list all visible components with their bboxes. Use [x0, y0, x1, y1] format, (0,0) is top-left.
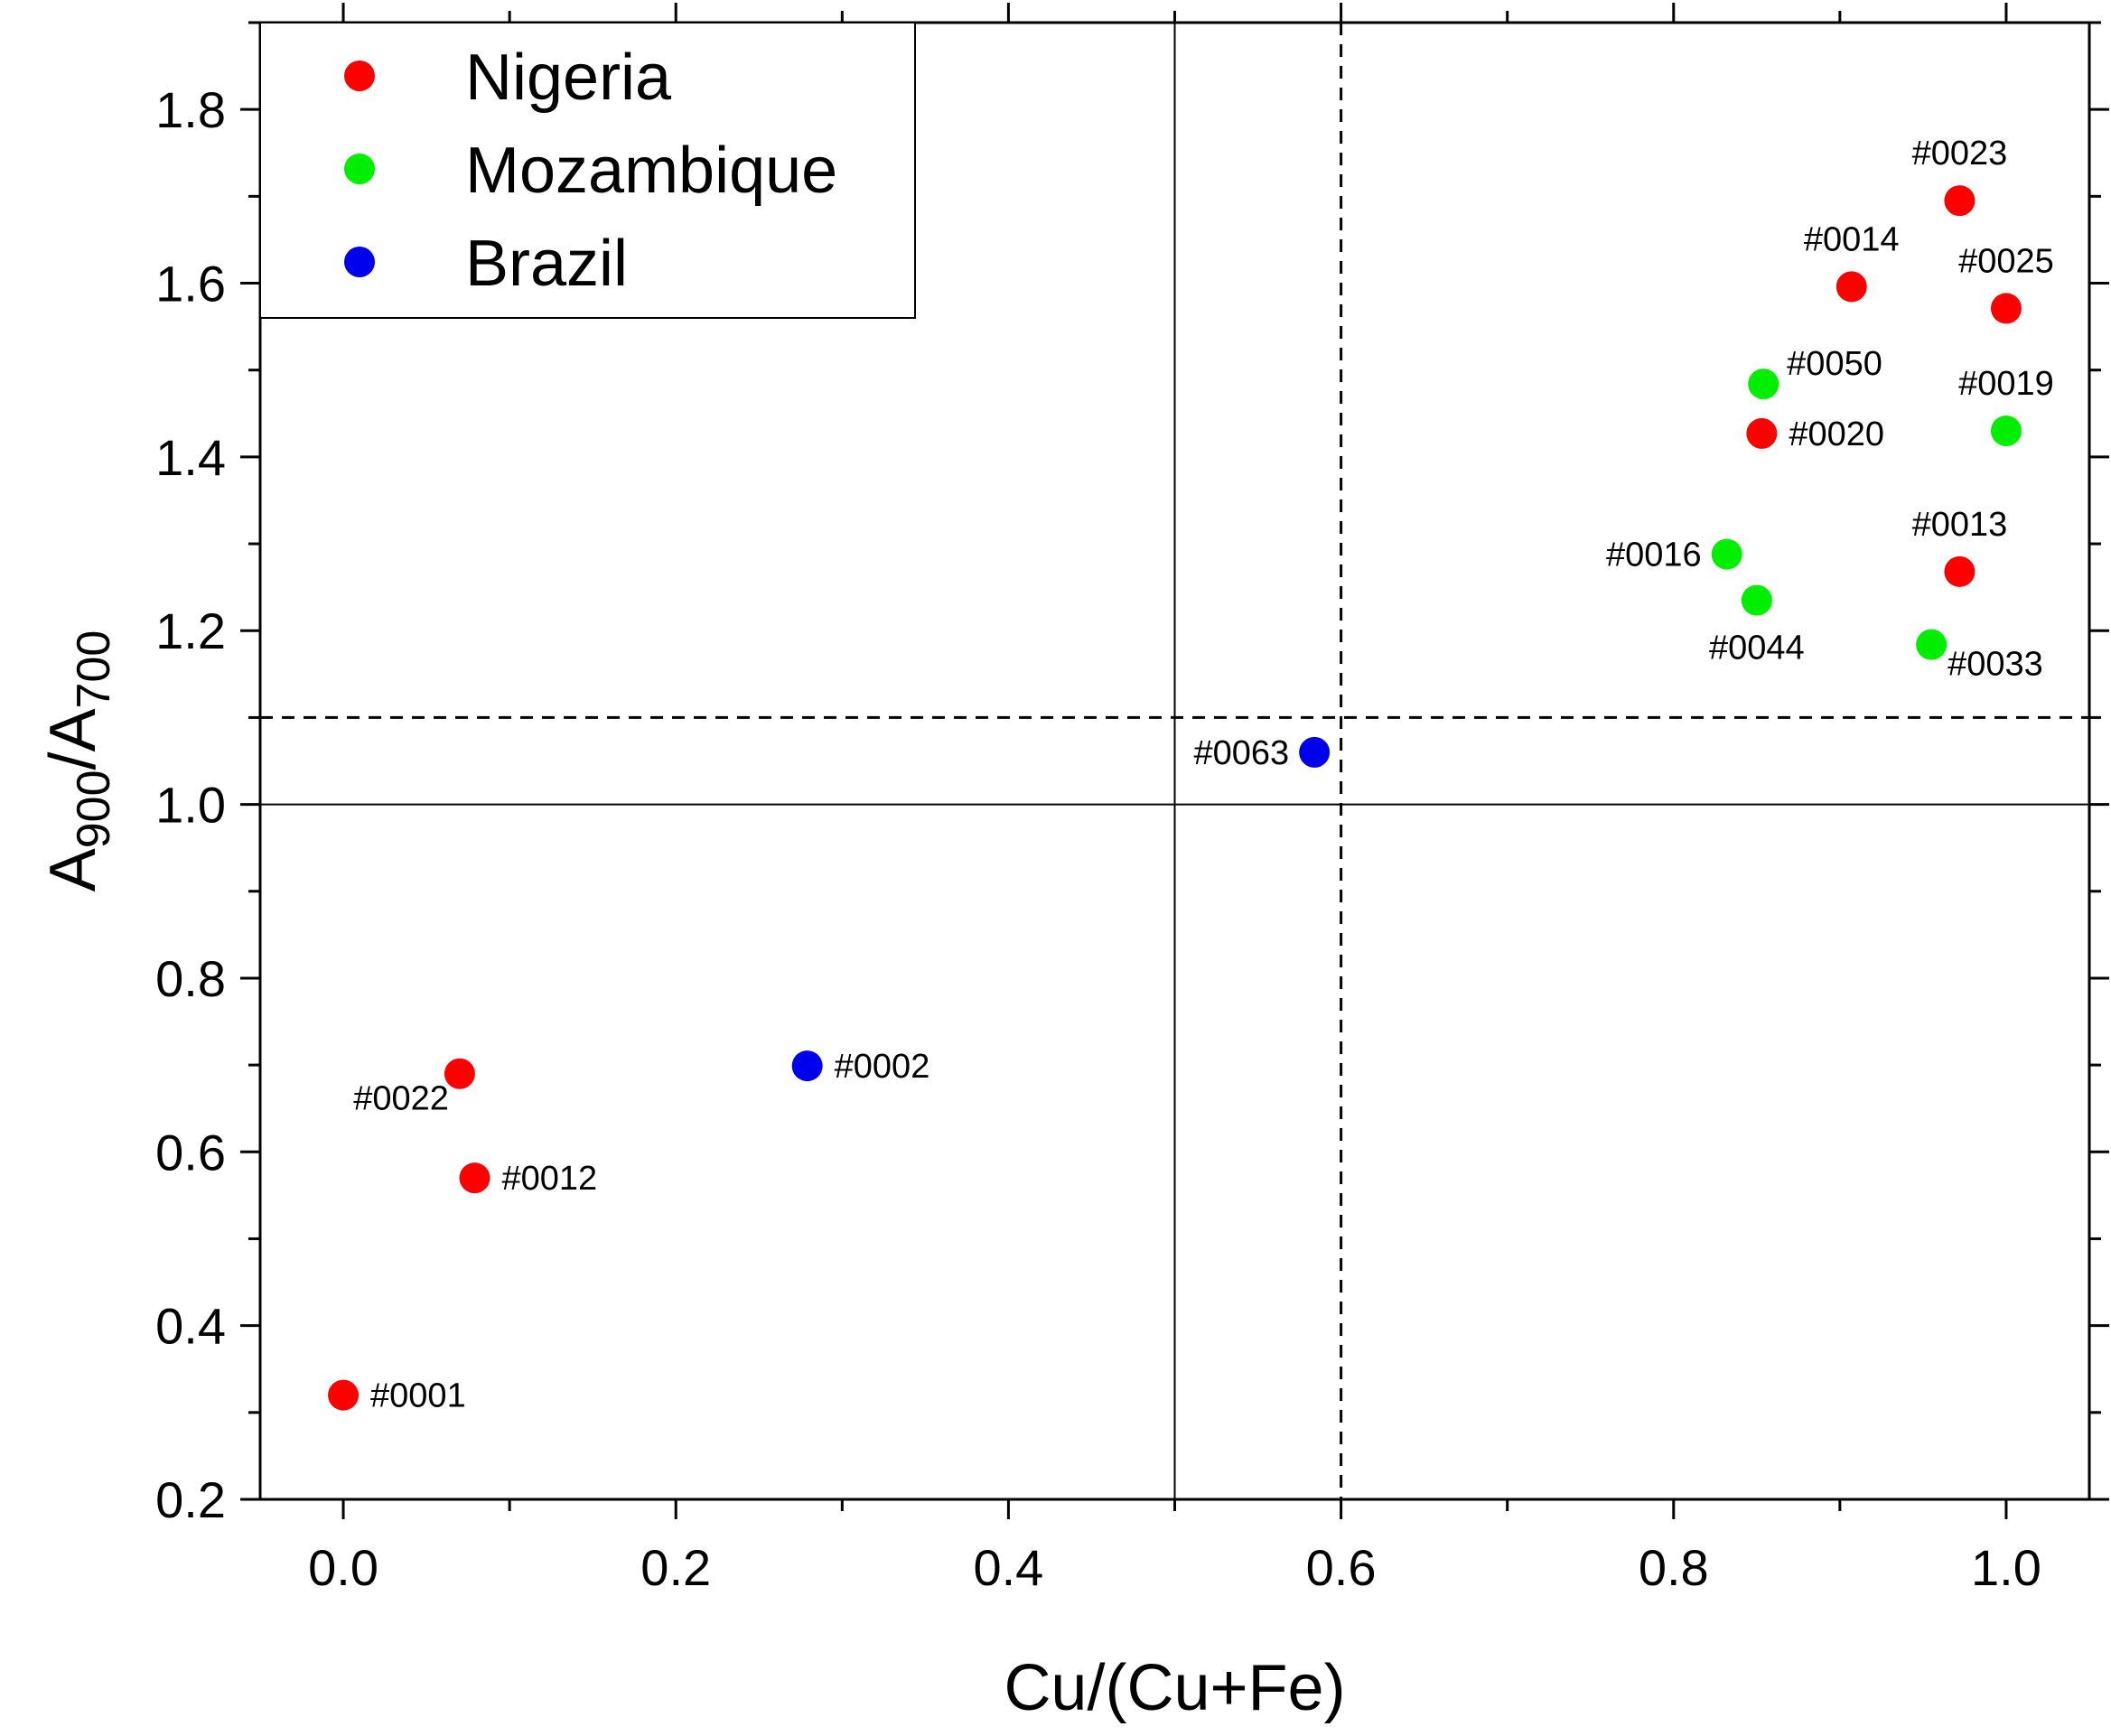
point-label: #0033 [1948, 646, 2043, 684]
legend-marker-nigeria [344, 61, 375, 91]
y-tick-label: 1.0 [155, 777, 226, 834]
data-point-nigeria [1746, 417, 1778, 449]
x-tick-label: 1.0 [1971, 1539, 2041, 1596]
x-axis-title: Cu/(Cu+Fe) [1004, 1652, 1345, 1724]
x-tick-label: 0.8 [1639, 1539, 1709, 1596]
point-label: #0016 [1606, 537, 1702, 574]
data-point-mozambique [1711, 538, 1742, 570]
point-label: #0001 [370, 1377, 466, 1415]
axes: 0.0 0.2 0.4 0.6 0.8 1.0 0.2 0.4 0.6 0.8 1.0 1.2 1.4 1… [155, 3, 2109, 1596]
legend-label-nigeria: Nigeria [465, 42, 672, 114]
data-point-mozambique [1916, 629, 1948, 660]
x-tick-label: 0.4 [973, 1539, 1043, 1596]
point-label: #0020 [1789, 415, 1884, 453]
data-point-nigeria [1990, 293, 2022, 324]
y-tick-label: 0.8 [155, 950, 226, 1007]
point-label: #0044 [1709, 630, 1805, 667]
data-point-nigeria [1835, 271, 1867, 303]
point-label: #0002 [835, 1048, 930, 1086]
point-label: #0063 [1193, 734, 1289, 772]
y-tick-label: 1.2 [155, 602, 226, 659]
data-point-nigeria [444, 1058, 475, 1089]
point-label: #0025 [1958, 242, 2054, 280]
y-tick-label: 0.2 [155, 1471, 226, 1528]
x-tick-label: 0.0 [308, 1539, 378, 1596]
reference-lines [260, 23, 2089, 1499]
data-point-nigeria [328, 1379, 360, 1411]
legend-label-brazil: Brazil [465, 228, 628, 300]
y-axis-title: A900/A700 [37, 630, 120, 892]
y-axis-title-part: /A [37, 708, 109, 770]
legend: Nigeria Mozambique Brazil [259, 22, 916, 319]
data-point-mozambique [1990, 415, 2022, 447]
data-point-nigeria [1944, 185, 1976, 217]
x-tick-label: 0.2 [640, 1539, 711, 1596]
data-point-mozambique [1741, 584, 1772, 616]
x-tick-label: 0.6 [1306, 1539, 1377, 1596]
data-point-brazil [791, 1050, 823, 1082]
legend-marker-mozambique [344, 154, 375, 184]
y-tick-label: 0.6 [155, 1124, 226, 1181]
data-point-nigeria [1944, 555, 1976, 587]
y-tick-label: 0.4 [155, 1298, 226, 1355]
point-label: #0022 [353, 1080, 449, 1118]
legend-label-mozambique: Mozambique [465, 135, 837, 207]
point-label: #0050 [1787, 345, 1882, 383]
y-axis-title-subscript: 700 [68, 630, 120, 709]
point-label: #0023 [1912, 135, 2008, 173]
point-label: #0013 [1912, 506, 2008, 544]
y-tick-label: 1.4 [155, 429, 226, 486]
data-point-brazil [1299, 736, 1331, 768]
data-points: #0023 #0014 #0025 #0020 #0013 #0022 #0012 #0001… [328, 135, 2054, 1415]
axis-titles: Cu/(Cu+Fe) A900/A700 [37, 630, 1346, 1724]
point-label: #0012 [501, 1160, 597, 1198]
y-tick-label: 1.8 [155, 81, 226, 138]
legend-marker-brazil [344, 247, 375, 277]
y-axis-title-subscript: 900 [68, 770, 120, 849]
y-axis-title-part: A [37, 848, 109, 891]
point-label: #0019 [1958, 365, 2054, 403]
data-point-mozambique [1748, 369, 1779, 400]
data-point-nigeria [459, 1162, 490, 1194]
point-label: #0014 [1804, 220, 1900, 258]
y-tick-label: 1.6 [155, 256, 226, 313]
